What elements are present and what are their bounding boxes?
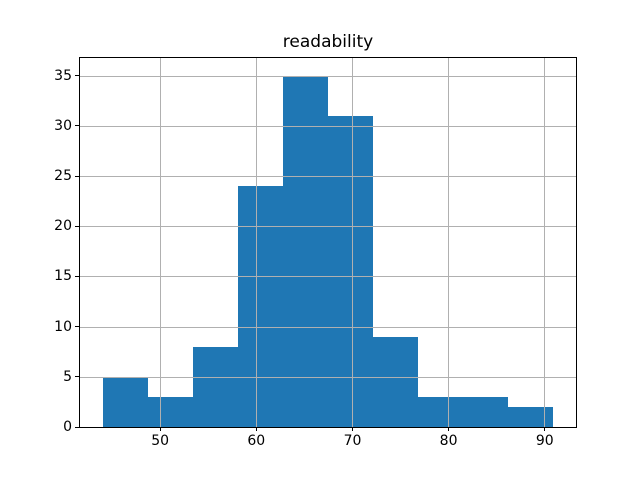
y-tick-mark xyxy=(75,275,79,277)
gridline-horizontal xyxy=(80,176,576,177)
x-tick-label: 90 xyxy=(535,433,554,449)
histogram-bar xyxy=(147,396,193,427)
gridline-horizontal xyxy=(80,326,576,328)
y-tick-label: 20 xyxy=(54,218,72,235)
x-tick-mark xyxy=(255,427,257,431)
gridline-horizontal xyxy=(80,376,576,378)
y-tick-mark xyxy=(75,225,79,227)
x-tick-label: 80 xyxy=(439,433,458,449)
x-tick-mark xyxy=(159,427,161,431)
gridline-vertical xyxy=(448,58,450,427)
histogram-bar xyxy=(283,75,329,427)
histogram-bar xyxy=(508,406,554,427)
y-tick-mark xyxy=(75,376,79,378)
gridline-horizontal xyxy=(80,226,576,228)
x-tick-mark xyxy=(352,427,353,431)
gridline-horizontal xyxy=(80,125,576,127)
gridline-vertical xyxy=(255,58,257,427)
x-tick-mark xyxy=(448,427,450,431)
x-tick-mark xyxy=(544,427,546,431)
x-tick-label: 50 xyxy=(151,433,170,449)
histogram-bar xyxy=(192,346,239,427)
gridline-vertical xyxy=(544,58,546,427)
y-tick-mark xyxy=(75,75,79,77)
y-tick-label: 15 xyxy=(54,268,72,285)
y-tick-label: 30 xyxy=(54,117,72,134)
y-tick-mark xyxy=(75,426,79,428)
histogram-bar xyxy=(417,396,463,427)
y-tick-label: 10 xyxy=(54,318,72,335)
y-tick-mark xyxy=(75,125,79,127)
gridline-horizontal xyxy=(80,276,576,278)
y-tick-label: 25 xyxy=(54,168,72,184)
x-tick-label: 60 xyxy=(247,433,266,449)
histogram-bar xyxy=(372,336,418,427)
histogram-bar xyxy=(238,186,284,427)
histogram-bar xyxy=(102,376,148,427)
gridline-vertical xyxy=(159,58,161,427)
gridline-vertical xyxy=(352,58,353,427)
plot-area xyxy=(79,57,577,428)
y-tick-label: 5 xyxy=(63,368,72,385)
y-tick-label: 0 xyxy=(63,419,72,435)
histogram-bar xyxy=(463,396,509,427)
chart-title: readability xyxy=(282,32,374,52)
x-tick-label: 70 xyxy=(343,433,362,449)
histogram-bar xyxy=(328,115,373,427)
y-tick-mark xyxy=(75,175,79,177)
y-tick-mark xyxy=(75,326,79,328)
gridline-horizontal xyxy=(80,75,576,77)
y-tick-label: 35 xyxy=(54,67,72,84)
